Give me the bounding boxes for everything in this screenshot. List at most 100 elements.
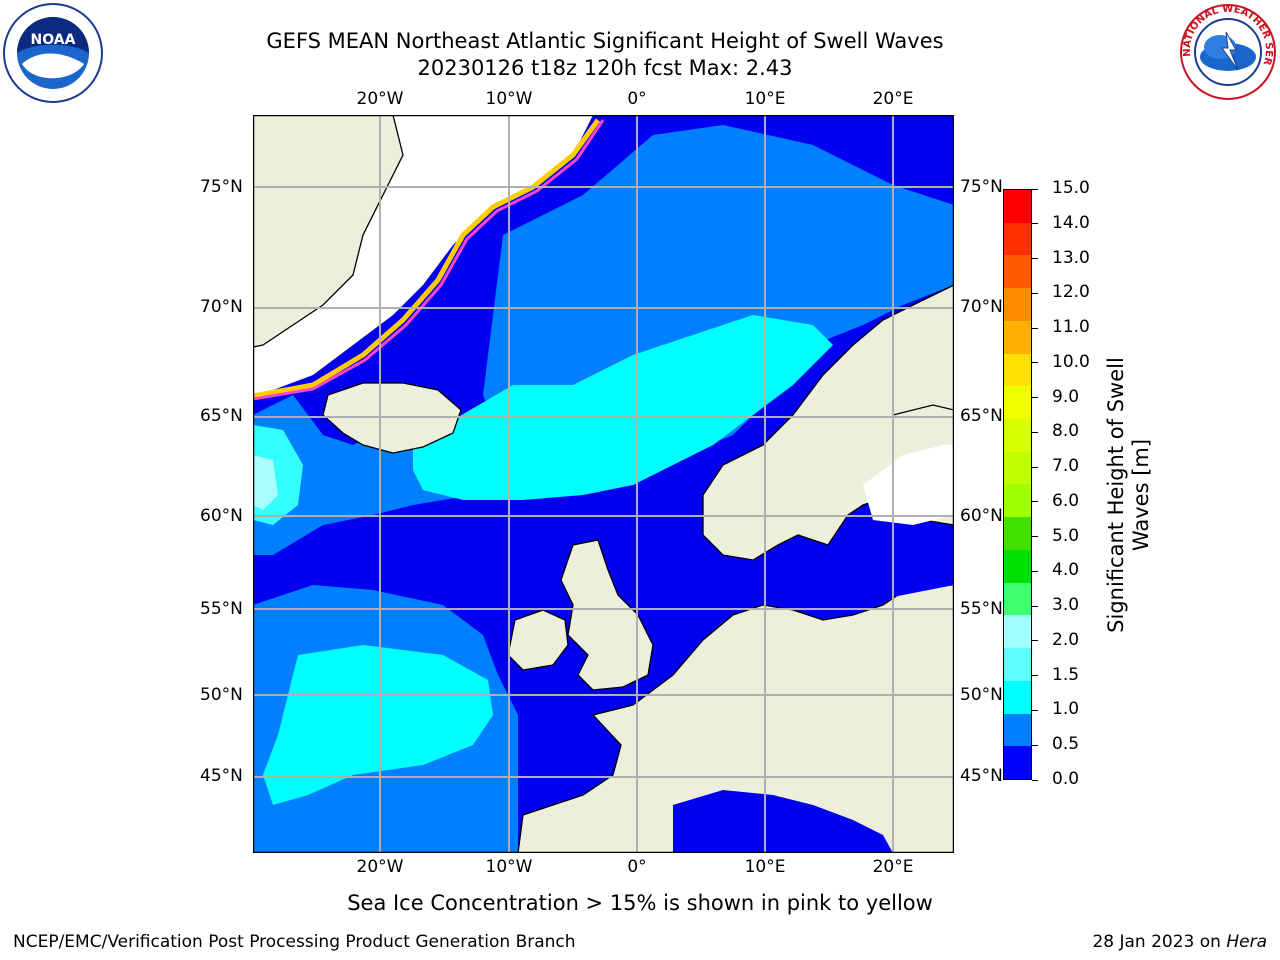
colorbar-tick-mark: [1032, 605, 1038, 607]
colorbar-tick-label: 10.0: [1052, 351, 1090, 372]
colorbar-segment: [1004, 451, 1031, 485]
land-uk: [560, 539, 654, 691]
colorbar-segment: [1004, 713, 1031, 747]
swell-height-map: [252, 114, 955, 854]
lat-label-right-55n: 55°N: [960, 599, 1003, 619]
lat-label-right-75n: 75°N: [960, 177, 1003, 197]
colorbar-tick-mark: [1032, 570, 1038, 572]
colorbar-tick-mark: [1032, 188, 1038, 190]
colorbar-tick-label: 4.0: [1052, 560, 1080, 581]
land-greenland: [252, 114, 404, 348]
colorbar-segment: [1004, 615, 1031, 649]
lat-label-left-50n: 50°N: [200, 685, 243, 705]
colorbar-label-line2: Waves [m]: [1129, 438, 1153, 552]
colorbar-tick-label: 9.0: [1052, 386, 1080, 407]
colorbar-tick-label: 2.0: [1052, 629, 1080, 650]
lon-label-top-20w: 20°W: [356, 89, 404, 109]
lon-label-bottom-10e: 10°E: [744, 857, 786, 877]
colorbar-segment: [1004, 320, 1031, 354]
sea-ice-edge-band: [252, 118, 601, 399]
lat-label-left-45n: 45°N: [200, 766, 243, 786]
lat-label-left-75n: 75°N: [200, 177, 243, 197]
colorbar-segment: [1004, 222, 1031, 256]
ocean-light-region-southwest: [263, 645, 493, 805]
colorbar-segment: [1004, 419, 1031, 452]
gridlines: [253, 115, 954, 853]
colorbar-segment: [1004, 582, 1031, 616]
colorbar-tick-mark: [1032, 675, 1038, 677]
lat-label-right-65n: 65°N: [960, 406, 1003, 426]
sea-ice-edge-pink: [252, 119, 605, 401]
footer-date: 28 Jan 2023 on: [1092, 932, 1221, 952]
lat-label-right-70n: 70°N: [960, 297, 1003, 317]
colorbar-segment: [1004, 353, 1031, 387]
chart-title-line1: GEFS MEAN Northeast Atlantic Significant…: [266, 29, 944, 53]
lat-label-left-65n: 65°N: [200, 406, 243, 426]
colorbar-label-line1: Significant Height of Swell: [1104, 357, 1128, 633]
lon-label-top-10w: 10°W: [485, 89, 533, 109]
colorbar-tick-mark: [1032, 779, 1038, 781]
colorbar-tick-label: 14.0: [1052, 212, 1090, 233]
colorbar-segment: [1004, 386, 1031, 420]
sea-ice-note: Sea Ice Concentration > 15% is shown in …: [0, 891, 1280, 915]
footer-left: NCEP/EMC/Verification Post Processing Pr…: [13, 932, 576, 952]
lon-label-bottom-10w: 10°W: [485, 857, 533, 877]
map-frame: [252, 114, 955, 854]
colorbar-tick-label: 11.0: [1052, 317, 1090, 338]
colorbar-tick-label: 12.0: [1052, 282, 1090, 303]
colorbar-tick-label: 13.0: [1052, 247, 1090, 268]
colorbar-segment: [1004, 255, 1031, 289]
white-lake-area: [863, 445, 954, 525]
colorbar-tick-mark: [1032, 466, 1038, 468]
lon-label-bottom-20e: 20°E: [872, 857, 914, 877]
colorbar-tick-label: 6.0: [1052, 490, 1080, 511]
colorbar-tick-mark: [1032, 362, 1038, 364]
lat-label-right-45n: 45°N: [960, 766, 1003, 786]
colorbar-segment: [1004, 288, 1031, 321]
noaa-logo-text: NOAA: [31, 32, 76, 48]
lon-label-bottom-20w: 20°W: [356, 857, 404, 877]
lon-label-bottom-0: 0°: [627, 857, 647, 877]
colorbar-label: Significant Height of Swell Waves [m]: [1104, 357, 1154, 633]
colorbar-tick-label: 0.0: [1052, 769, 1080, 789]
lat-label-right-50n: 50°N: [960, 685, 1003, 705]
colorbar-segment: [1004, 648, 1031, 681]
colorbar-tick-mark: [1032, 709, 1038, 711]
ocean-lighter-patch: [253, 455, 278, 510]
noaa-logo: NOAA: [2, 2, 104, 108]
colorbar-tick-label: 15.0: [1052, 178, 1090, 198]
chart-title-line2: 20230126 t18z 120h fcst Max: 2.43: [417, 56, 793, 80]
colorbar: [1003, 189, 1032, 780]
colorbar-segment: [1004, 190, 1031, 223]
colorbar-tick-mark: [1032, 431, 1038, 433]
lon-label-top-0: 0°: [627, 89, 647, 109]
land-ireland: [507, 609, 569, 671]
colorbar-tick-label: 1.5: [1052, 664, 1080, 685]
colorbar-tick-mark: [1032, 258, 1038, 260]
lat-label-right-60n: 60°N: [960, 506, 1003, 526]
sea-ice-note-text: Sea Ice Concentration > 15% is shown in …: [347, 891, 933, 915]
lat-label-left-70n: 70°N: [200, 297, 243, 317]
colorbar-tick-mark: [1032, 744, 1038, 746]
ocean-light-region-central: [413, 315, 833, 500]
lon-label-top-10e: 10°E: [744, 89, 786, 109]
colorbar-tick-mark: [1032, 292, 1038, 294]
lon-label-top-20e: 20°E: [872, 89, 914, 109]
lat-label-left-55n: 55°N: [200, 599, 243, 619]
nws-logo: NATIONAL WEATHER SERVICE: [1174, 0, 1278, 106]
baltic-patch: [813, 525, 954, 605]
colorbar-tick-label: 7.0: [1052, 456, 1080, 477]
colorbar-tick-label: 8.0: [1052, 421, 1080, 442]
colorbar-tick-mark: [1032, 223, 1038, 225]
colorbar-tick-mark: [1032, 397, 1038, 399]
colorbar-tick-label: 3.0: [1052, 595, 1080, 616]
footer-host: Hera: [1226, 932, 1267, 952]
colorbar-tick-mark: [1032, 640, 1038, 642]
colorbar-tick-label: 5.0: [1052, 525, 1080, 546]
colorbar-segment: [1004, 517, 1031, 550]
map-panel: [252, 114, 955, 854]
footer-right: 28 Jan 2023 on Hera: [1092, 932, 1267, 952]
colorbar-tick-mark: [1032, 327, 1038, 329]
colorbar-segment: [1004, 746, 1031, 779]
colorbar-segment: [1004, 680, 1031, 714]
